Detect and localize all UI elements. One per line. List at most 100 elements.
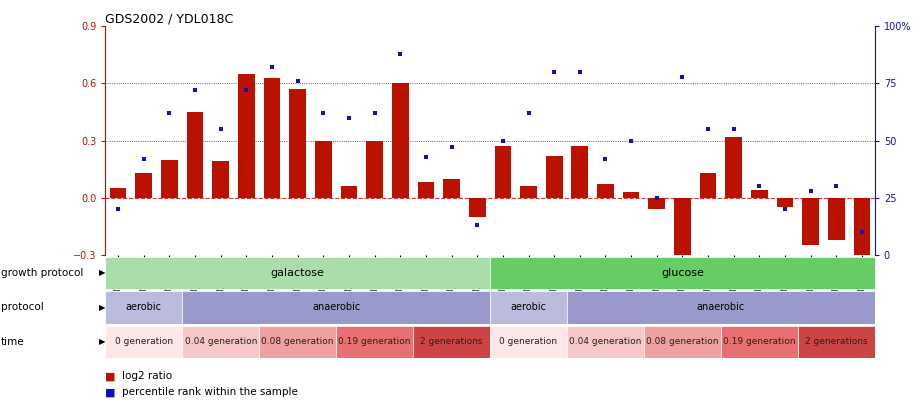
Text: anaerobic: anaerobic (697, 303, 745, 312)
Text: ▶: ▶ (99, 303, 105, 312)
Bar (413, 326, 490, 358)
Point (829, 183, 844, 190)
Point (162, 110, 177, 116)
Bar (490, 291, 567, 324)
Text: 0 generation: 0 generation (499, 337, 558, 346)
Text: ▶: ▶ (99, 269, 105, 277)
Point (752, 183, 767, 190)
Bar (213, 162, 229, 198)
Bar (336, 326, 413, 358)
Bar (721, 326, 798, 358)
Bar (644, 326, 721, 358)
Bar (315, 141, 332, 198)
Bar (392, 83, 409, 198)
Bar (854, 198, 870, 277)
Point (111, 206, 125, 212)
Bar (469, 198, 485, 217)
Bar (546, 156, 562, 198)
Point (496, 137, 510, 144)
Point (265, 64, 279, 71)
Text: log2 ratio: log2 ratio (122, 371, 172, 381)
Bar (105, 291, 182, 324)
Bar (649, 198, 665, 209)
Point (778, 206, 792, 212)
Text: 0.04 generation: 0.04 generation (569, 337, 642, 346)
Bar (495, 146, 511, 198)
Bar (674, 198, 691, 260)
Text: ■: ■ (105, 388, 115, 397)
Text: ▶: ▶ (99, 337, 105, 346)
Text: ■: ■ (105, 371, 115, 381)
Text: time: time (1, 337, 25, 347)
Point (547, 69, 562, 75)
Point (367, 110, 382, 116)
Point (675, 73, 690, 80)
Bar (187, 112, 203, 198)
Point (342, 115, 356, 121)
Bar (136, 173, 152, 198)
Point (521, 110, 536, 116)
Text: percentile rank within the sample: percentile rank within the sample (122, 388, 298, 397)
Bar (777, 198, 793, 207)
Bar (238, 74, 255, 198)
Bar (110, 188, 126, 198)
Text: 0.04 generation: 0.04 generation (184, 337, 257, 346)
Bar (366, 141, 383, 198)
Bar (520, 186, 537, 198)
Bar (490, 326, 567, 358)
Text: aerobic: aerobic (125, 303, 162, 312)
Point (419, 153, 433, 160)
Text: 0.08 generation: 0.08 generation (646, 337, 719, 346)
Point (290, 78, 305, 84)
Point (572, 69, 587, 75)
Bar (341, 186, 357, 198)
Point (649, 194, 664, 201)
Point (444, 144, 459, 151)
Bar (443, 179, 460, 198)
Bar (418, 182, 434, 198)
Text: 0 generation: 0 generation (114, 337, 173, 346)
Bar (572, 146, 588, 198)
Point (598, 156, 613, 162)
Text: anaerobic: anaerobic (312, 303, 360, 312)
Point (239, 87, 254, 94)
Bar (105, 257, 490, 289)
Bar (182, 291, 490, 324)
Bar (289, 89, 306, 198)
Text: protocol: protocol (1, 303, 44, 312)
Point (726, 126, 741, 132)
Text: 0.08 generation: 0.08 generation (261, 337, 334, 346)
Point (213, 126, 228, 132)
Bar (259, 326, 336, 358)
Bar (597, 184, 614, 198)
Point (855, 229, 869, 235)
Text: growth protocol: growth protocol (1, 268, 83, 278)
Point (136, 156, 151, 162)
Bar (105, 326, 182, 358)
Text: aerobic: aerobic (510, 303, 547, 312)
Point (316, 110, 331, 116)
Bar (264, 78, 280, 198)
Bar (802, 198, 819, 245)
Point (803, 188, 818, 194)
Bar (490, 257, 875, 289)
Bar (182, 326, 259, 358)
Bar (828, 198, 845, 239)
Point (393, 51, 408, 57)
Bar (700, 173, 716, 198)
Point (701, 126, 715, 132)
Text: 0.19 generation: 0.19 generation (338, 337, 411, 346)
Text: 2 generations: 2 generations (805, 337, 867, 346)
Text: 2 generations: 2 generations (420, 337, 483, 346)
Bar (161, 160, 178, 198)
Text: glucose: glucose (661, 268, 703, 278)
Bar (567, 291, 875, 324)
Bar (751, 190, 768, 198)
Point (470, 222, 485, 228)
Point (188, 87, 202, 94)
Bar (567, 326, 644, 358)
Bar (798, 326, 875, 358)
Bar (623, 192, 639, 198)
Bar (725, 137, 742, 198)
Text: galactose: galactose (271, 268, 324, 278)
